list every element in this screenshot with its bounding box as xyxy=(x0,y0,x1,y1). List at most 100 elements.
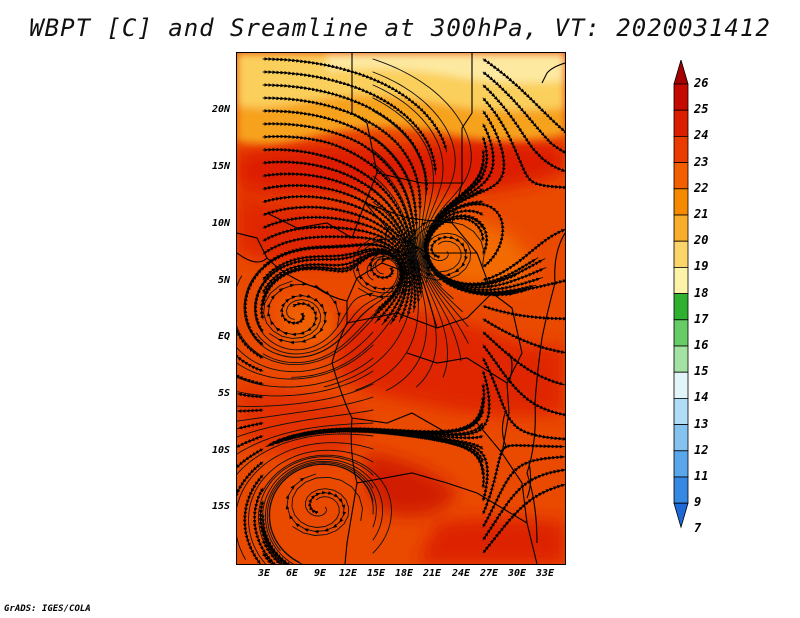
colorbar-segment xyxy=(673,136,689,164)
streamline xyxy=(237,374,264,386)
streamline xyxy=(237,344,374,380)
colorbar-label-19: 19 xyxy=(694,259,709,274)
colorbar-label-26: 26 xyxy=(694,76,709,90)
colorbar-segment xyxy=(673,424,689,452)
colorbar-top-arrow xyxy=(673,58,689,85)
streamline xyxy=(237,421,264,430)
colorbar-label-12: 12 xyxy=(694,442,709,457)
lat-label-5s: 5S xyxy=(217,388,230,399)
streamline xyxy=(262,552,275,564)
streamline xyxy=(237,353,264,373)
streamline xyxy=(237,320,264,359)
warm-patch-south xyxy=(417,518,565,564)
lat-label-15s: 15S xyxy=(211,501,230,512)
east-lakes-border xyxy=(491,292,538,564)
streamline xyxy=(266,462,377,551)
colorbar-label-9: 9 xyxy=(694,495,702,510)
vortex-streamline xyxy=(266,282,341,337)
colorbar-segment xyxy=(673,266,689,294)
border-central-south xyxy=(351,412,503,454)
colorbar-label-17: 17 xyxy=(694,311,709,326)
colorbar-segment xyxy=(673,293,689,321)
lon-label-21e: 21E xyxy=(422,568,442,579)
lake-victoria xyxy=(508,352,513,384)
lat-label-10s: 10S xyxy=(211,445,230,456)
lon-label-30e: 30E xyxy=(507,568,527,579)
colorbar-label-16: 16 xyxy=(694,338,709,352)
colorbar-segment xyxy=(673,345,689,373)
border-west-africa xyxy=(266,202,366,239)
colorbar-segment xyxy=(673,162,689,190)
colorbar-segment xyxy=(673,450,689,478)
colorbar-label-22: 22 xyxy=(694,180,709,195)
colorbar-label-15: 15 xyxy=(694,364,709,379)
vortex-streamline xyxy=(355,236,430,291)
streamline xyxy=(243,242,391,346)
lon-label-18e: 18E xyxy=(394,568,414,579)
lat-label-5n: 5N xyxy=(217,275,230,286)
colorbar-segment xyxy=(673,397,689,425)
colorbar-segment xyxy=(673,83,689,111)
border-sahel xyxy=(376,172,462,184)
lon-label-3e: 3E xyxy=(257,568,271,579)
streamline xyxy=(237,392,264,399)
streamline xyxy=(237,434,264,448)
colorbar-label-7: 7 xyxy=(694,521,702,536)
vortex-streamline xyxy=(407,218,468,278)
coast-ne xyxy=(541,62,565,84)
colorbar-label-20: 20 xyxy=(694,233,709,248)
colorbar-label-11: 11 xyxy=(694,469,709,483)
colorbar-label-24: 24 xyxy=(694,128,709,143)
lake-tanganyika xyxy=(501,412,508,449)
colorbar-segment xyxy=(673,319,689,347)
vortex-streamline xyxy=(413,221,485,273)
map-panel[interactable] xyxy=(236,52,566,565)
colorbar-graphic xyxy=(673,58,689,529)
colorbar-label-13: 13 xyxy=(694,416,709,431)
colorbar-segment xyxy=(673,240,689,268)
lon-label-12e: 12E xyxy=(338,568,358,579)
lon-label-6e: 6E xyxy=(285,568,299,579)
grads-credit: GrADS: IGES/COLA xyxy=(4,604,91,614)
lat-label-15n: 15N xyxy=(211,161,230,172)
lat-label-10n: 10N xyxy=(211,218,230,229)
border-central-1 xyxy=(386,227,477,254)
lon-label-15e: 15E xyxy=(366,568,386,579)
colorbar-label-25: 25 xyxy=(694,102,709,117)
lon-label-33e: 33E xyxy=(535,568,555,579)
border-congo xyxy=(406,352,508,384)
border-coast-west xyxy=(237,232,268,259)
colorbar xyxy=(668,58,728,560)
lon-label-24e: 24E xyxy=(451,568,471,579)
colorbar-segment xyxy=(673,214,689,242)
colorbar-label-23: 23 xyxy=(694,154,709,169)
vortex-streamline xyxy=(285,473,347,534)
colorbar-segment xyxy=(673,188,689,216)
colorbar-segment xyxy=(673,109,689,137)
colorbar-segment xyxy=(673,476,689,504)
colorbar-label-14: 14 xyxy=(694,390,709,405)
lake-malawi xyxy=(526,462,532,499)
lon-label-9e: 9E xyxy=(313,568,327,579)
border-central-2 xyxy=(381,262,438,329)
chart-title: WBPT [C] and Sreamline at 300hPa, VT: 20… xyxy=(29,14,771,42)
colorbar-bottom-arrow xyxy=(673,502,689,529)
colorbar-segment xyxy=(673,371,689,399)
lon-label-27e: 27E xyxy=(479,568,499,579)
east-coastline xyxy=(526,232,565,544)
vortex-streamline xyxy=(291,476,363,528)
streamline xyxy=(262,454,392,554)
coastlines-borders xyxy=(237,53,565,564)
border-sahel-2 xyxy=(364,202,453,224)
lat-label-eq: EQ xyxy=(217,331,230,342)
streamline xyxy=(482,229,565,282)
streamline xyxy=(262,458,384,541)
colorbar-label-21: 21 xyxy=(694,207,709,221)
border-south xyxy=(356,472,528,524)
streamline xyxy=(481,357,565,441)
streamline xyxy=(482,483,565,554)
west-coastline xyxy=(237,252,358,564)
colorbar-label-18: 18 xyxy=(694,285,709,300)
wbpt-streamline-map xyxy=(237,53,565,564)
streamline xyxy=(237,408,264,413)
